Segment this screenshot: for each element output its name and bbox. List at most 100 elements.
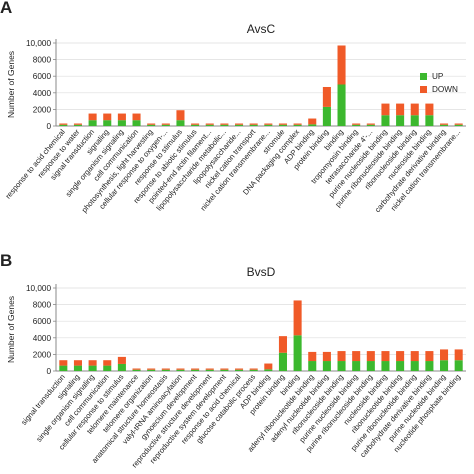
y-tick-label: 4000 bbox=[33, 89, 52, 98]
bar-up bbox=[322, 106, 331, 126]
bar-down bbox=[440, 123, 449, 125]
y-tick-label: 2000 bbox=[33, 350, 52, 359]
bar-up bbox=[191, 369, 200, 371]
bar-down bbox=[161, 123, 170, 125]
bar-down bbox=[308, 118, 317, 125]
bar-up bbox=[88, 365, 97, 371]
bar-up bbox=[425, 361, 434, 371]
bar-up bbox=[425, 115, 434, 126]
bar-down bbox=[322, 86, 331, 107]
y-tick-label: 10,000 bbox=[26, 39, 51, 48]
bar-down bbox=[191, 368, 200, 370]
bar-up bbox=[454, 360, 463, 371]
bar-down bbox=[293, 123, 302, 125]
panel-letter: B bbox=[0, 251, 12, 270]
bar-down bbox=[322, 351, 331, 362]
bar-down bbox=[264, 123, 273, 125]
y-tick-label: 2000 bbox=[33, 105, 52, 114]
y-tick-label: 10,000 bbox=[26, 284, 51, 293]
bar-up bbox=[293, 124, 302, 126]
bar-up bbox=[366, 124, 375, 126]
y-axis-label: Number of Genes bbox=[6, 296, 16, 363]
bar-up bbox=[59, 124, 68, 126]
bar-up bbox=[220, 369, 229, 371]
bar-up bbox=[440, 124, 449, 126]
bar-up bbox=[278, 124, 287, 126]
bar-up bbox=[220, 124, 229, 126]
bar-up bbox=[264, 124, 273, 126]
bar-down bbox=[396, 351, 405, 362]
bar-up bbox=[235, 369, 244, 371]
y-tick-label: 4000 bbox=[33, 334, 52, 343]
bar-up bbox=[176, 369, 185, 371]
bar-up bbox=[132, 120, 141, 126]
bar-up bbox=[191, 124, 200, 126]
y-axis-label: Number of Genes bbox=[6, 51, 16, 118]
bar-up bbox=[366, 361, 375, 371]
legend-swatch bbox=[420, 73, 427, 80]
bar-up bbox=[352, 361, 361, 371]
bar-down bbox=[337, 351, 346, 362]
bar-up bbox=[205, 124, 214, 126]
bar-up bbox=[147, 124, 156, 126]
bar-down bbox=[176, 368, 185, 370]
bar-down bbox=[73, 123, 82, 125]
bar-down bbox=[132, 113, 141, 121]
bar-down bbox=[440, 349, 449, 361]
legend-swatch bbox=[420, 86, 427, 93]
bar-up bbox=[381, 361, 390, 371]
bar-up bbox=[235, 124, 244, 126]
y-tick-label: 6000 bbox=[33, 72, 52, 81]
bar-up bbox=[73, 124, 82, 126]
bar-up bbox=[337, 361, 346, 371]
bar-down bbox=[381, 351, 390, 362]
bar-down bbox=[103, 113, 112, 121]
bar-up bbox=[132, 369, 141, 371]
bar-up bbox=[73, 365, 82, 371]
bar-up bbox=[88, 120, 97, 126]
bar-up bbox=[308, 124, 317, 126]
bar-up bbox=[278, 352, 287, 371]
bar-up bbox=[161, 124, 170, 126]
bar-down bbox=[425, 103, 434, 116]
bar-down bbox=[73, 360, 82, 366]
bar-up bbox=[293, 335, 302, 371]
bar-up bbox=[308, 361, 317, 371]
bar-down bbox=[117, 356, 126, 364]
bar-down bbox=[278, 123, 287, 125]
bar-down bbox=[205, 368, 214, 370]
bar-down bbox=[249, 123, 258, 125]
bar-down bbox=[396, 103, 405, 116]
bar-down bbox=[88, 360, 97, 366]
bar-down bbox=[103, 360, 112, 366]
y-tick-label: 0 bbox=[46, 122, 51, 131]
bar-up bbox=[103, 365, 112, 371]
bar-down bbox=[293, 300, 302, 336]
bar-down bbox=[117, 113, 126, 121]
y-tick-label: 8000 bbox=[33, 301, 52, 310]
bar-up bbox=[381, 115, 390, 126]
bar-down bbox=[59, 360, 68, 366]
bar-down bbox=[176, 110, 185, 121]
bar-down bbox=[278, 336, 287, 353]
bar-down bbox=[249, 368, 258, 370]
bar-down bbox=[161, 368, 170, 370]
legend-label: UP bbox=[432, 72, 444, 81]
bar-up bbox=[352, 124, 361, 126]
panel-letter: A bbox=[0, 0, 12, 17]
panel-bvsd: B BvsD Number of Genes 0 2000 4000 6000 8000 10,… bbox=[0, 251, 466, 469]
bar-down bbox=[381, 103, 390, 116]
bar-down bbox=[264, 363, 273, 370]
bar-down bbox=[337, 45, 346, 85]
bar-up bbox=[103, 120, 112, 126]
bar-down bbox=[410, 351, 419, 362]
bar-up bbox=[322, 361, 331, 371]
y-tick-label: 0 bbox=[46, 367, 51, 376]
bar-down bbox=[132, 368, 141, 370]
bar-up bbox=[410, 361, 419, 371]
bar-down bbox=[366, 123, 375, 125]
bar-down bbox=[205, 123, 214, 125]
panel-avsc: A AvsC Number of Genes 0 2000 4000 6000 8000 10,… bbox=[0, 0, 466, 214]
bar-up bbox=[249, 124, 258, 126]
